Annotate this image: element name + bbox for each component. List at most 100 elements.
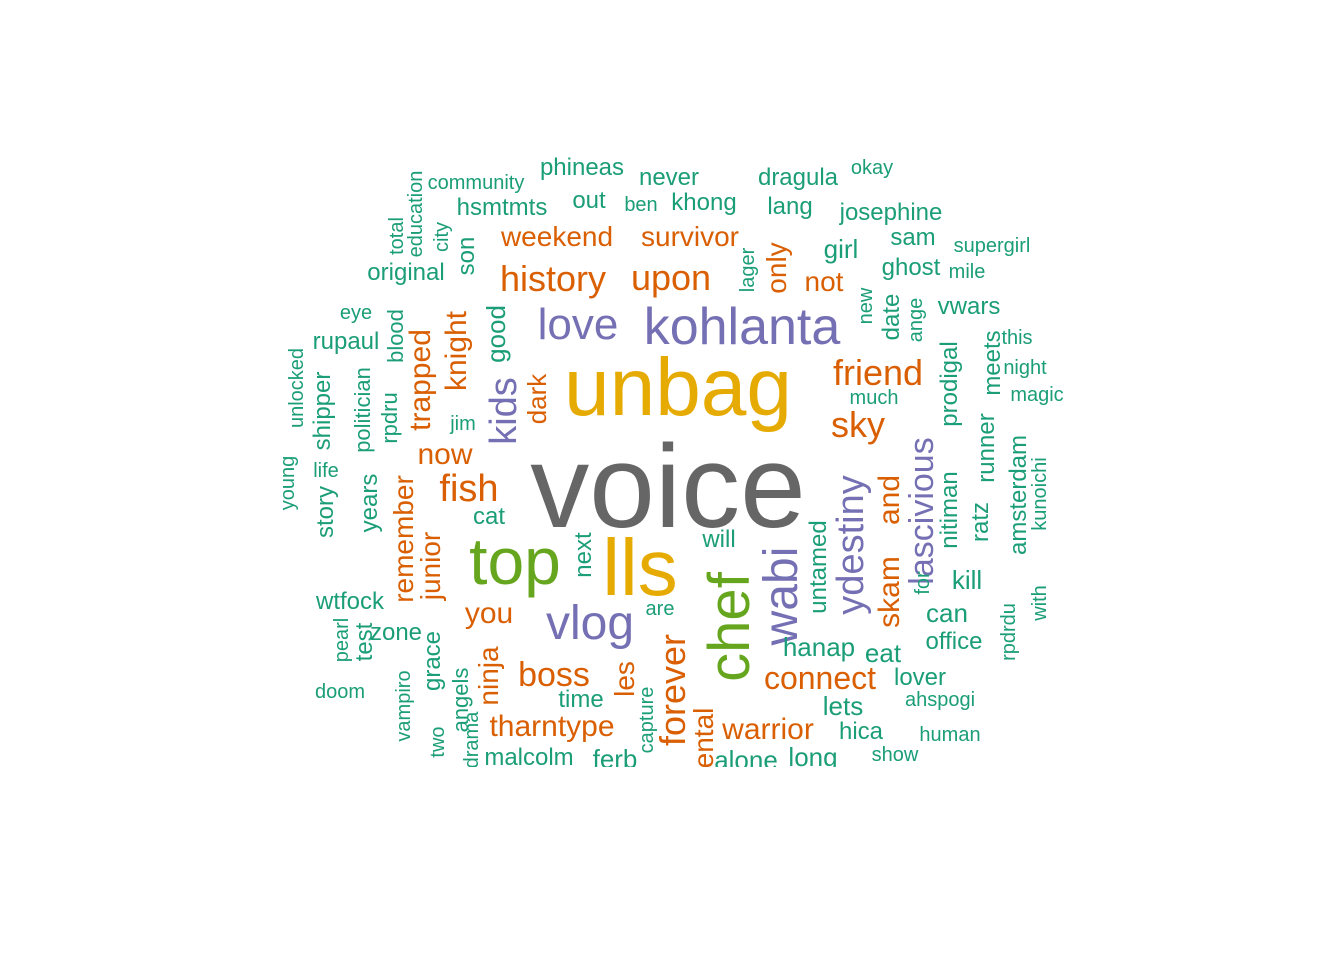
cloud-word-and: and [873, 474, 906, 526]
cloud-word-hanap: hanap [782, 632, 856, 662]
cloud-word-phineas: phineas [539, 157, 625, 181]
cloud-word-khong: khong [671, 189, 737, 216]
cloud-word-years: years [356, 473, 383, 533]
cloud-word-doom: doom [314, 681, 366, 703]
cloud-word-show: show [871, 744, 919, 766]
cloud-word-you: you [464, 597, 514, 630]
cloud-word-lager: lager [737, 247, 759, 293]
cloud-word-nitiman: nitiman [936, 471, 963, 549]
cloud-word-time: time [558, 686, 604, 713]
cloud-word-with: with [1029, 585, 1051, 621]
cloud-word-city: city [431, 222, 453, 252]
cloud-word-long: long [788, 742, 838, 767]
cloud-word-hsmtmts: hsmtmts [456, 194, 548, 221]
cloud-word-lang: lang [767, 193, 813, 220]
cloud-word-knight: knight [440, 310, 473, 392]
cloud-word-kill: kill [951, 565, 983, 595]
cloud-word-ahspogi: ahspogi [904, 689, 976, 711]
cloud-word-pearl: pearl [331, 617, 353, 663]
cloud-word-skam: skam [873, 556, 906, 628]
cloud-word-runner: runner [973, 413, 1000, 483]
cloud-word-life: life [313, 460, 339, 482]
cloud-word-lascivious: lascivious [903, 437, 941, 585]
cloud-word-this: this [1001, 327, 1033, 349]
cloud-word-ferb: ferb [592, 744, 638, 767]
cloud-word-untamed: untamed [805, 520, 832, 614]
cloud-word-connect: connect [763, 660, 877, 696]
cloud-word-hica: hica [838, 718, 884, 745]
cloud-word-junior: junior [415, 531, 446, 601]
cloud-word-young: young [277, 455, 299, 511]
cloud-word-shipper: shipper [309, 371, 336, 451]
cloud-word-not: not [804, 266, 844, 297]
cloud-word-girl: girl [823, 234, 859, 264]
cloud-word-son: son [453, 236, 480, 276]
cloud-word-forever: forever [652, 633, 693, 747]
cloud-word-okay: okay [850, 157, 894, 179]
cloud-word-eye: eye [339, 302, 373, 324]
cloud-word-human: human [919, 724, 981, 746]
cloud-word-wabi: wabi [755, 546, 808, 646]
cloud-word-ange: ange [905, 297, 927, 343]
cloud-word-will: will [702, 526, 736, 553]
cloud-word-ben: ben [624, 194, 658, 216]
word-cloud-area: voice unbag lls top chef kohlanta wabi vlog love… [0, 157, 1344, 767]
cloud-word-lover: lover [893, 664, 947, 691]
cloud-word-ghost: ghost [881, 254, 941, 281]
cloud-word-rpdru: rpdru [377, 392, 402, 444]
cloud-word-blood: blood [383, 309, 408, 363]
cloud-word-warrior: warrior [722, 713, 814, 746]
cloud-word-next: next [570, 532, 597, 578]
cloud-word-fish: fish [439, 468, 499, 510]
cloud-word-vwars: vwars [937, 293, 1001, 320]
cloud-word-sam: sam [890, 224, 936, 251]
cloud-word-two: two [427, 726, 449, 758]
cloud-word-office: office [925, 628, 983, 655]
cloud-word-zone: zone [369, 619, 423, 646]
cloud-word-lets: lets [822, 691, 864, 721]
cloud-word-kids: kids [483, 377, 525, 445]
cloud-word-amsterdam: amsterdam [1005, 434, 1032, 556]
cloud-word-tharntype: tharntype [489, 710, 615, 743]
cloud-word-survivor: survivor [640, 221, 740, 252]
cloud-word-good: good [481, 305, 511, 363]
cloud-word-weekend: weekend [500, 221, 614, 252]
cloud-word-for: for [912, 571, 934, 595]
cloud-word-much: much [849, 387, 899, 409]
cloud-word-magic: magic [1010, 384, 1064, 406]
cloud-word-night: night [1003, 357, 1047, 379]
cloud-word-love: love [537, 300, 619, 349]
cloud-word-are: are [645, 598, 675, 620]
cloud-word-chef: chef [697, 572, 762, 682]
cloud-word-alone: alone [714, 745, 778, 767]
cloud-word-rpdrdu: rpdrdu [998, 603, 1020, 661]
cloud-word-now: now [417, 438, 473, 471]
cloud-word-sky: sky [831, 404, 885, 445]
cloud-word-drama: drama [461, 711, 483, 767]
cloud-word-new: new [855, 287, 877, 325]
cloud-word-friend: friend [832, 352, 924, 393]
cloud-word-malcolm: malcolm [484, 744, 574, 768]
cloud-word-unlocked: unlocked [286, 347, 308, 429]
cloud-word-meets: meets [979, 330, 1006, 396]
cloud-word-never: never [638, 164, 700, 191]
cloud-word-trapped: trapped [404, 329, 437, 431]
cloud-word-remember: remember [388, 475, 419, 603]
cloud-word-eat: eat [864, 638, 902, 668]
cloud-word-unbag: unbag [563, 342, 793, 433]
cloud-word-upon: upon [630, 257, 712, 298]
cloud-word-ratz: ratz [967, 501, 994, 543]
cloud-word-total: total [386, 217, 408, 255]
cloud-word-top: top [469, 524, 561, 598]
cloud-word-only: only [761, 242, 792, 294]
cloud-word-can: can [926, 598, 968, 628]
cloud-word-history: history [499, 258, 607, 299]
cloud-word-rupaul: rupaul [312, 328, 380, 355]
cloud-word-ydestiny: ydestiny [830, 475, 872, 615]
cloud-word-wtfock: wtfock [315, 588, 385, 615]
cloud-word-politician: politician [350, 367, 375, 453]
cloud-word-dragula: dragula [757, 164, 839, 191]
cloud-word-story: story [312, 485, 339, 539]
cloud-word-voice: voice [530, 421, 806, 553]
